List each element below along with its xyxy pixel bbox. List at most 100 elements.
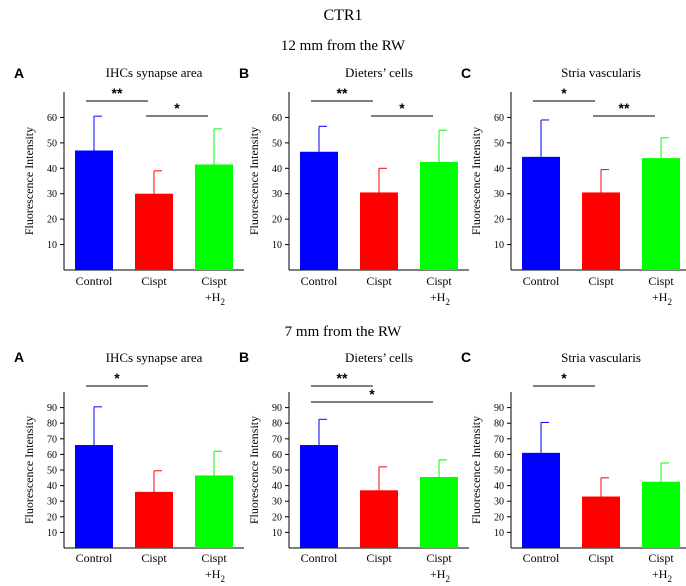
panel-letter: B xyxy=(239,349,249,365)
x-tick-label: Cispt xyxy=(648,274,674,288)
bar-control xyxy=(75,445,113,548)
y-tick-label: 40 xyxy=(494,481,504,492)
x-tick-label: Cispt xyxy=(588,274,614,288)
bar-control xyxy=(75,150,113,270)
panels: A IHCs synapse area Fluorescence Intensity… xyxy=(14,65,686,584)
bar-control xyxy=(300,151,338,270)
x-tick-label: Cispt xyxy=(201,274,227,288)
subscript: 2 xyxy=(445,297,450,307)
y-axis-label: Fluorescence Intensity xyxy=(469,127,483,235)
significance-label: * xyxy=(399,100,405,116)
y-tick-label: 50 xyxy=(494,466,504,477)
x-tick-label: Cispt xyxy=(201,551,227,565)
y-tick-label: 60 xyxy=(272,113,282,124)
y-tick-label: 80 xyxy=(272,419,282,430)
chart-panel-2: C Stria vascularis Fluorescence Intensity 1… xyxy=(461,65,686,307)
significance-label: ** xyxy=(337,370,348,386)
y-tick-label: 20 xyxy=(494,215,504,226)
y-tick-label: 50 xyxy=(272,466,282,477)
significance-label: ** xyxy=(112,85,123,101)
chart-panel-3: A IHCs synapse area Fluorescence Intensity… xyxy=(14,349,244,584)
significance-label: * xyxy=(174,100,180,116)
bar-cispt xyxy=(360,192,398,270)
bar-cispt-h2 xyxy=(420,161,458,270)
y-tick-label: 30 xyxy=(272,189,282,200)
panel-title: Dieters’ cells xyxy=(345,65,413,80)
y-tick-label: 40 xyxy=(272,164,282,175)
x-tick-label: Cispt xyxy=(648,551,674,565)
x-tick-label: Cispt xyxy=(141,274,167,288)
y-tick-label: 20 xyxy=(272,215,282,226)
x-tick-sublabel: +H2 xyxy=(652,290,672,307)
x-tick-label: Cispt xyxy=(588,551,614,565)
x-tick-sublabel: +H2 xyxy=(430,290,450,307)
panel-title: IHCs synapse area xyxy=(106,350,203,365)
y-axis-label: Fluorescence Intensity xyxy=(247,416,261,524)
x-tick-label: Cispt xyxy=(366,274,392,288)
chart-panel-5: C Stria vascularis Fluorescence Intensity 1… xyxy=(461,349,686,584)
panel-letter: C xyxy=(461,65,471,81)
x-tick-label: Cispt xyxy=(426,274,452,288)
panel-title: Stria vascularis xyxy=(561,65,641,80)
x-tick-label: Control xyxy=(76,551,113,565)
panel-letter: B xyxy=(239,65,249,81)
y-tick-label: 90 xyxy=(47,403,57,414)
y-axis-label: Fluorescence Intensity xyxy=(247,127,261,235)
bar-cispt xyxy=(135,491,173,548)
y-tick-label: 20 xyxy=(272,512,282,523)
y-tick-label: 30 xyxy=(494,497,504,508)
y-tick-label: 90 xyxy=(494,403,504,414)
y-tick-label: 10 xyxy=(47,528,57,539)
y-tick-label: 30 xyxy=(47,497,57,508)
y-tick-label: 70 xyxy=(272,434,282,445)
y-tick-label: 50 xyxy=(47,138,57,149)
y-tick-label: 30 xyxy=(272,497,282,508)
panel-title: Stria vascularis xyxy=(561,350,641,365)
x-tick-sublabel: +H2 xyxy=(205,567,225,584)
y-axis-label: Fluorescence Intensity xyxy=(469,416,483,524)
y-axis-label: Fluorescence Intensity xyxy=(22,416,36,524)
significance-label: * xyxy=(114,370,120,386)
y-tick-label: 80 xyxy=(494,419,504,430)
significance-label: * xyxy=(561,85,567,101)
subscript: 2 xyxy=(445,574,450,584)
subscript: 2 xyxy=(220,297,225,307)
y-tick-label: 60 xyxy=(494,113,504,124)
bar-cispt-h2 xyxy=(642,158,680,270)
y-tick-label: 10 xyxy=(272,240,282,251)
y-tick-label: 10 xyxy=(272,528,282,539)
significance-label: * xyxy=(369,386,375,402)
x-tick-label: Control xyxy=(301,551,338,565)
y-tick-label: 60 xyxy=(47,113,57,124)
panel-title: Dieters’ cells xyxy=(345,350,413,365)
panel-letter: C xyxy=(461,349,471,365)
section-title-12mm: 12 mm from the RW xyxy=(281,38,406,54)
bar-control xyxy=(522,452,560,548)
y-tick-label: 40 xyxy=(272,481,282,492)
y-tick-label: 50 xyxy=(47,466,57,477)
y-tick-label: 50 xyxy=(272,138,282,149)
section-title-7mm: 7 mm from the RW xyxy=(285,324,402,340)
significance-label: ** xyxy=(337,85,348,101)
y-tick-label: 80 xyxy=(47,419,57,430)
y-tick-label: 20 xyxy=(47,512,57,523)
x-tick-label: Cispt xyxy=(426,551,452,565)
significance-label: ** xyxy=(619,100,630,116)
y-tick-label: 50 xyxy=(494,138,504,149)
x-tick-label: Control xyxy=(523,551,560,565)
y-tick-label: 70 xyxy=(494,434,504,445)
y-tick-label: 10 xyxy=(494,528,504,539)
x-tick-label: Control xyxy=(301,274,338,288)
x-tick-label: Cispt xyxy=(366,551,392,565)
figure-title: CTR1 xyxy=(323,7,362,24)
bar-cispt xyxy=(582,496,620,548)
chart-panel-1: B Dieters’ cells Fluorescence Intensity 10 2… xyxy=(239,65,469,307)
significance-label: * xyxy=(561,370,567,386)
y-tick-label: 20 xyxy=(47,215,57,226)
y-tick-label: 60 xyxy=(272,450,282,461)
bar-cispt xyxy=(135,193,173,270)
panel-title: IHCs synapse area xyxy=(106,65,203,80)
x-tick-label: Control xyxy=(523,274,560,288)
subscript: 2 xyxy=(220,574,225,584)
